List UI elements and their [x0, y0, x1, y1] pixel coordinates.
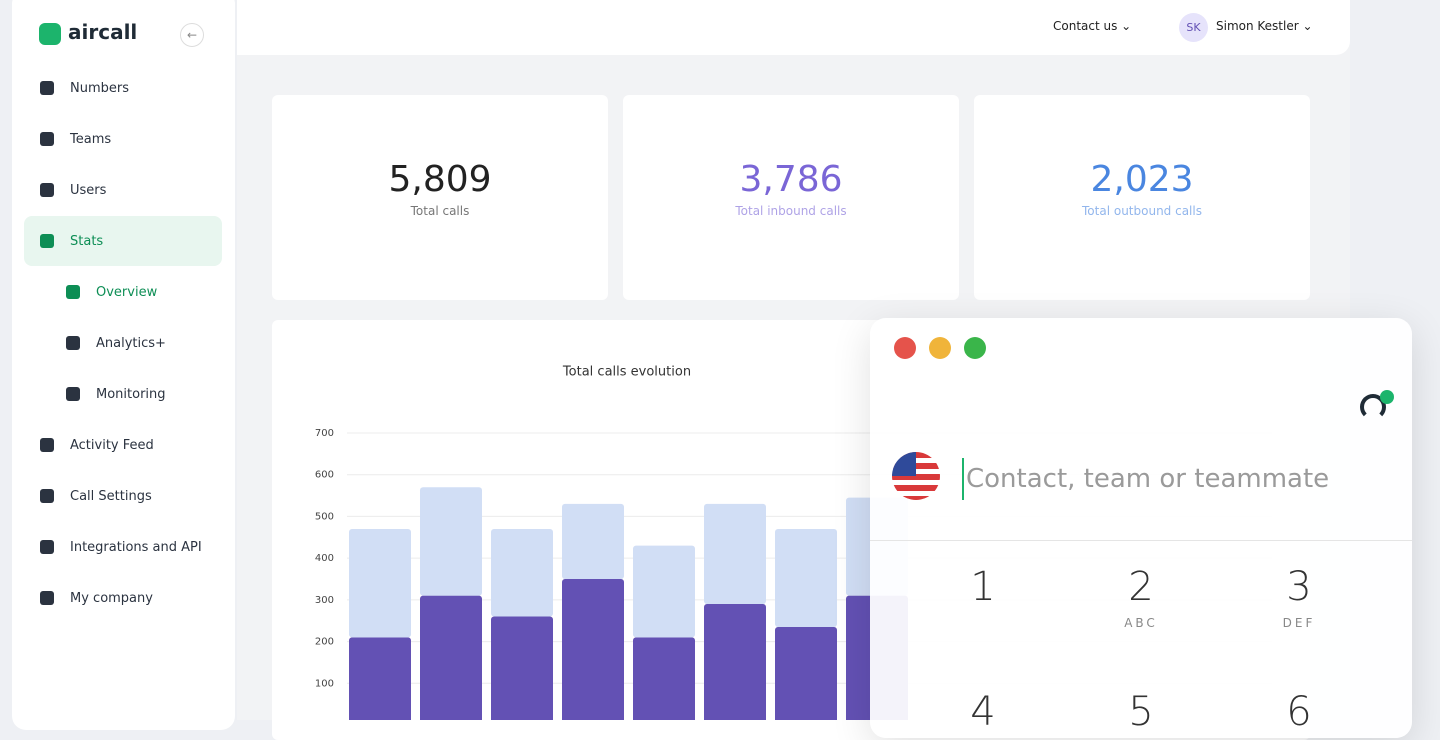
bar-segment	[633, 637, 695, 720]
minimize-dot[interactable]	[929, 337, 951, 359]
sidebar: aircall ← Numbers Teams Users Stats Overview…	[12, 0, 235, 730]
key[interactable]: 3 DEF	[1239, 564, 1359, 630]
nav-icon	[40, 540, 54, 554]
bar-segment	[349, 637, 411, 720]
flag[interactable]	[892, 452, 940, 500]
nav-item[interactable]: Stats	[24, 216, 222, 266]
key[interactable]: 2 ABC	[1081, 564, 1201, 630]
subnav-item[interactable]: Analytics+	[12, 318, 235, 368]
nav-item[interactable]: Teams	[12, 114, 235, 164]
logo-icon	[39, 23, 61, 45]
stat-value: 2,023	[1090, 159, 1194, 200]
bar-segment	[491, 616, 553, 720]
nav-label: Teams	[70, 131, 112, 147]
chart-title: Total calls evolution	[562, 365, 691, 380]
subnav-icon	[66, 387, 80, 401]
key-digit: 3	[1286, 564, 1312, 610]
nav-item[interactable]: Numbers	[12, 63, 235, 113]
subnav-label: Monitoring	[96, 386, 166, 402]
nav-item[interactable]: Integrations and API	[12, 522, 235, 572]
logo: aircall	[68, 20, 138, 44]
key[interactable]: 1	[923, 564, 1043, 610]
subnav-item[interactable]: Monitoring	[12, 369, 235, 419]
y-tick-label: 700	[315, 428, 334, 439]
stat-value: 5,809	[388, 159, 492, 200]
y-tick-label: 500	[315, 511, 334, 522]
bar-segment	[704, 604, 766, 720]
subnav-icon	[66, 285, 80, 299]
user-menu[interactable]: Simon Kestler ⌄	[1216, 19, 1313, 33]
bar-segment	[491, 528, 553, 617]
y-tick-label: 300	[315, 595, 334, 606]
y-tick-label: 600	[315, 470, 334, 481]
nav-label: Activity Feed	[70, 437, 154, 453]
nav-label: Numbers	[70, 80, 129, 96]
bar-segment	[704, 503, 766, 605]
bar-segment	[420, 595, 482, 720]
key-digit: 6	[1286, 689, 1312, 735]
contact-text: Contact us	[1053, 19, 1118, 33]
subnav-icon	[66, 336, 80, 350]
topbar: Contact us ⌄ SK Simon Kestler ⌄	[237, 0, 1350, 55]
nav-icon	[40, 183, 54, 197]
nav-item[interactable]: Users	[12, 165, 235, 215]
nav-icon	[40, 234, 54, 248]
bar-segment	[349, 528, 411, 638]
key-letters: DEF	[1282, 616, 1316, 630]
key[interactable]: 4	[923, 689, 1043, 735]
close-dot[interactable]	[894, 337, 916, 359]
nav-icon	[40, 489, 54, 503]
stat-label: Total outbound calls	[1082, 204, 1202, 218]
nav-item[interactable]: Activity Feed	[12, 420, 235, 470]
avatar[interactable]: SK	[1179, 13, 1208, 42]
stat-label: Total calls	[410, 204, 470, 218]
bar-segment	[562, 503, 624, 579]
stat-card: 5,809 Total calls	[272, 95, 608, 300]
y-tick-label: 400	[315, 553, 334, 564]
y-tick-label: 100	[315, 678, 334, 689]
key[interactable]: 5	[1081, 689, 1201, 735]
dialer: Contact, team or teammate 1 2 ABC 3 DEF 4 5 6	[870, 318, 1412, 738]
stat-value: 3,786	[739, 159, 843, 200]
y-tick-label: 200	[315, 637, 334, 648]
status-badge	[1380, 390, 1394, 404]
key-digit: 4	[970, 689, 996, 735]
bar-segment	[633, 545, 695, 638]
collapse-button[interactable]: ←	[180, 23, 204, 47]
nav-item[interactable]: Call Settings	[12, 471, 235, 521]
nav-icon	[40, 81, 54, 95]
nav-label: Call Settings	[70, 488, 152, 504]
nav-icon	[40, 591, 54, 605]
key-letters: ABC	[1124, 616, 1158, 630]
subnav-item[interactable]: Overview	[12, 267, 235, 317]
nav-label: Users	[70, 182, 107, 198]
key[interactable]: 6	[1239, 689, 1359, 735]
nav-icon	[40, 438, 54, 452]
user-name: Simon Kestler	[1216, 19, 1299, 33]
stat-card: 3,786 Total inbound calls	[623, 95, 959, 300]
headset-icon[interactable]	[1360, 394, 1386, 420]
bar-segment	[775, 528, 837, 627]
stat-label: Total inbound calls	[735, 204, 847, 218]
key-digit: 1	[970, 564, 996, 610]
contact-link[interactable]: Contact us ⌄	[1053, 19, 1132, 33]
page: aircall ← Numbers Teams Users Stats Overview…	[12, 0, 1412, 740]
stat-card: 2,023 Total outbound calls	[974, 95, 1310, 300]
bar-segment	[775, 626, 837, 720]
key-digit: 5	[1128, 689, 1154, 735]
subnav-label: Analytics+	[96, 335, 166, 351]
bar-segment	[420, 487, 482, 596]
bar-segment	[562, 579, 624, 720]
nav-label: Integrations and API	[70, 539, 202, 555]
nav-label: Stats	[70, 233, 104, 249]
search-input[interactable]: Contact, team or teammate	[962, 458, 1329, 500]
nav-label: My company	[70, 590, 153, 606]
nav-item[interactable]: My company	[12, 573, 235, 623]
key-digit: 2	[1128, 564, 1154, 610]
divider	[870, 540, 1412, 541]
nav-icon	[40, 132, 54, 146]
maximize-dot[interactable]	[964, 337, 986, 359]
subnav-label: Overview	[96, 284, 158, 300]
